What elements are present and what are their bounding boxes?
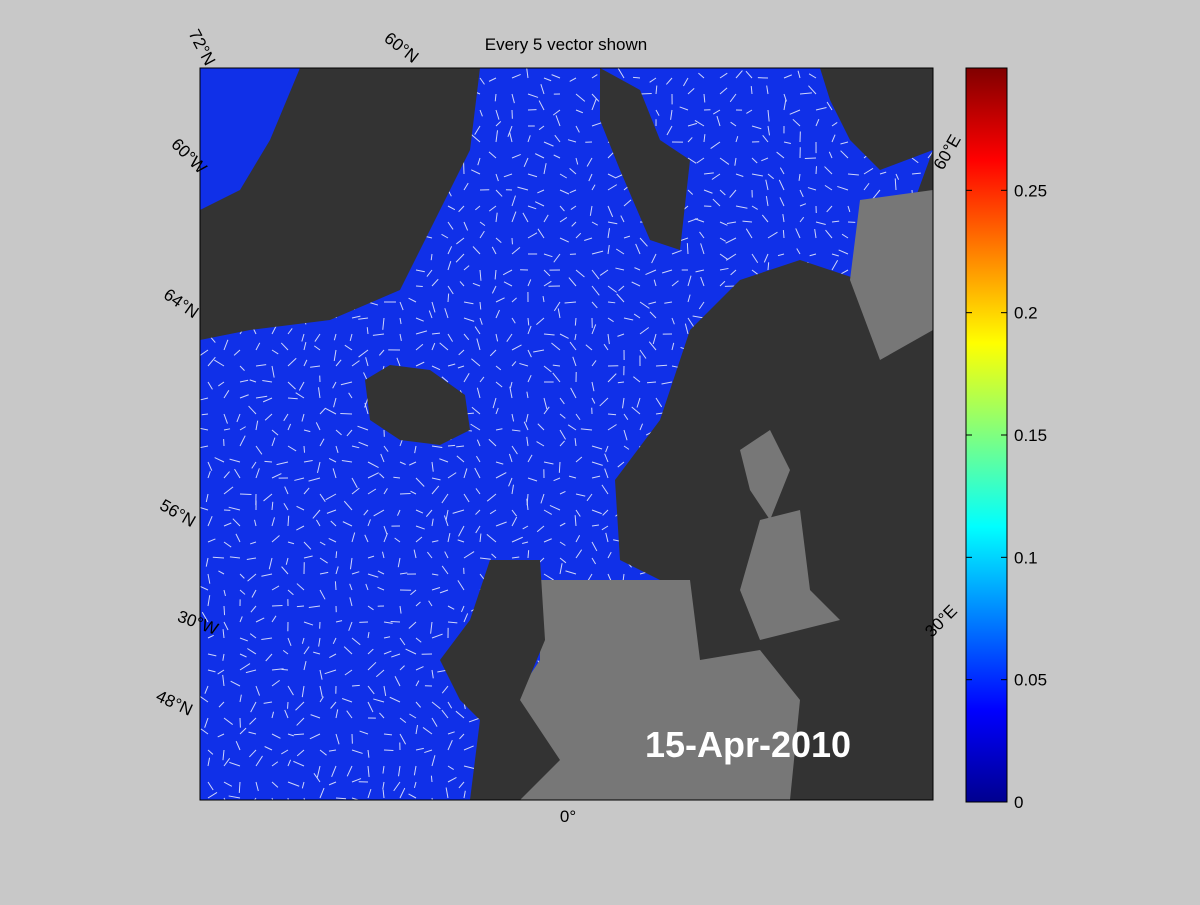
graticule-label: 60°N xyxy=(381,28,423,66)
vector xyxy=(281,669,288,670)
colorbar-tick-label: 0.15 xyxy=(1014,426,1047,445)
graticule-label: 0° xyxy=(560,807,576,826)
vector xyxy=(448,445,455,446)
vector xyxy=(768,262,769,270)
graticule-label: 64°N xyxy=(160,285,202,322)
vector xyxy=(288,516,289,526)
vector xyxy=(633,77,640,78)
vector xyxy=(687,243,688,254)
title: Every 5 vector shown xyxy=(485,35,648,54)
vector xyxy=(431,776,432,782)
vector xyxy=(340,413,352,414)
vector xyxy=(783,230,784,238)
vector xyxy=(575,318,576,326)
vector xyxy=(264,461,272,462)
vector xyxy=(297,606,304,607)
vector xyxy=(384,750,393,751)
vector xyxy=(805,158,816,159)
vector xyxy=(640,93,652,94)
vector xyxy=(448,294,449,302)
vector xyxy=(304,446,305,453)
vector xyxy=(816,166,817,174)
vector xyxy=(647,382,656,383)
vector xyxy=(294,734,304,735)
vector xyxy=(335,581,336,590)
colorbar-tick-label: 0.1 xyxy=(1014,548,1038,567)
vector xyxy=(400,493,411,494)
colorbar-tick-label: 0 xyxy=(1014,793,1023,812)
vector xyxy=(336,551,337,558)
colorbar-tick-label: 0.05 xyxy=(1014,671,1047,690)
colorbar-tick-label: 0.2 xyxy=(1014,304,1038,323)
vector xyxy=(202,414,208,415)
vector xyxy=(224,606,225,615)
vector xyxy=(391,621,400,622)
graticule-label: 56°N xyxy=(157,496,199,531)
graticule-label: 48°N xyxy=(153,686,195,719)
colorbar xyxy=(966,68,1007,802)
vector xyxy=(559,462,560,473)
vector xyxy=(528,550,529,558)
date-label: 15-Apr-2010 xyxy=(645,724,851,765)
graticule-label: 60°E xyxy=(930,131,965,173)
vector xyxy=(352,685,360,686)
map-area xyxy=(196,67,939,810)
colorbar-tick-label: 0.25 xyxy=(1014,181,1047,200)
graticule-label: 72°N xyxy=(185,26,220,68)
